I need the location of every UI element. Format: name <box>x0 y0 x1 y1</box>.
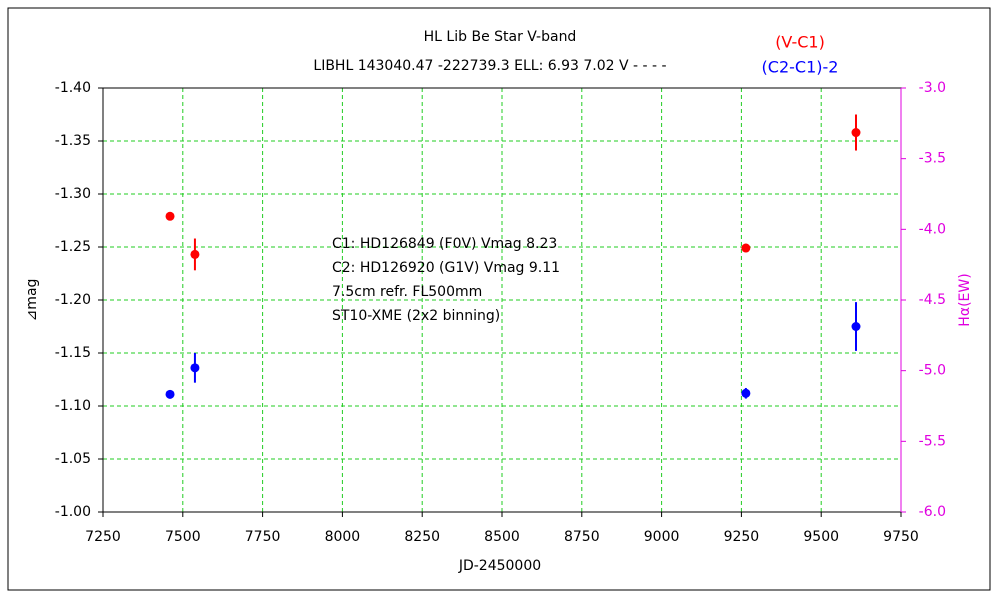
y2-tick-label: -3.0 <box>919 80 946 96</box>
x-tick-label: 9250 <box>724 529 760 545</box>
x-tick-label: 9000 <box>644 529 680 545</box>
x-tick-label: 9750 <box>883 529 919 545</box>
y-tick-label: -1.35 <box>55 133 91 149</box>
x-tick-label: 8750 <box>564 529 600 545</box>
point <box>741 388 751 398</box>
y2-axis-label: Hα(EW) <box>957 273 973 326</box>
x-tick-label: 8000 <box>325 529 361 545</box>
chart-title: HL Lib Be Star V-band <box>424 29 577 45</box>
y2-tick-label: -5.5 <box>919 433 946 449</box>
point <box>741 243 751 253</box>
point <box>851 322 861 331</box>
point <box>165 211 175 221</box>
x-tick-label: 9500 <box>803 529 839 545</box>
legend-entry: (C2-C1)-2 <box>762 58 839 77</box>
x-tick-label: 7250 <box>85 529 121 545</box>
y2-tick-label: -6.0 <box>919 504 946 520</box>
y-tick-label: -1.05 <box>55 451 91 467</box>
x-axis-label: JD-2450000 <box>458 558 541 574</box>
y-tick-label: -1.25 <box>55 239 91 255</box>
point <box>190 363 200 373</box>
y-tick-label: -1.15 <box>55 345 91 361</box>
point <box>851 128 861 138</box>
y2-tick-label: -5.0 <box>919 363 946 379</box>
annotation: C2: HD126920 (G1V) Vmag 9.11 <box>332 260 560 276</box>
y-tick-label: -1.30 <box>55 186 91 202</box>
chart-subtitle: LIBHL 143040.47 -222739.3 ELL: 6.93 7.02… <box>313 58 666 74</box>
x-tick-label: 7500 <box>165 529 201 545</box>
x-tick-label: 8500 <box>484 529 520 545</box>
y-axis-label: ⊿mag <box>24 279 40 322</box>
frame <box>7 7 991 591</box>
annotation: C1: HD126849 (F0V) Vmag 8.23 <box>332 236 557 252</box>
x-tick-label: 7750 <box>245 529 281 545</box>
y2-tick-label: -4.5 <box>919 292 946 308</box>
y-tick-label: -1.00 <box>55 504 91 520</box>
y-tick-label: -1.40 <box>55 80 91 96</box>
y-tick-label: -1.20 <box>55 292 91 308</box>
y2-tick-label: -4.0 <box>919 221 946 237</box>
y2-tick-label: -3.5 <box>919 151 946 167</box>
legend-entry: (V-C1) <box>775 33 825 52</box>
annotation: ST10-XME (2x2 binning) <box>332 308 500 324</box>
annotation: 7.5cm refr. FL500mm <box>332 284 482 300</box>
point <box>165 389 175 399</box>
point <box>190 249 200 259</box>
x-tick-label: 8250 <box>404 529 440 545</box>
y-tick-label: -1.10 <box>55 398 91 414</box>
